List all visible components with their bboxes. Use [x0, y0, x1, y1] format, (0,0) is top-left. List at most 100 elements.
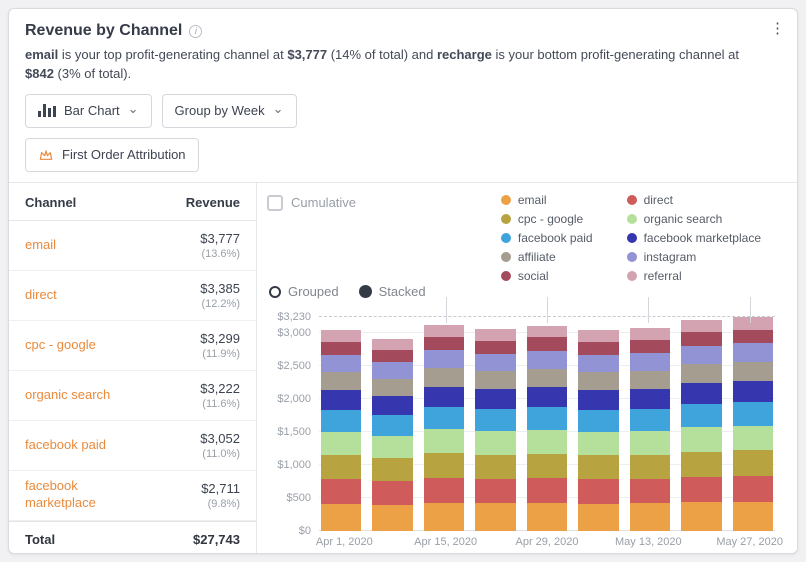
bar-segment[interactable] — [372, 338, 413, 350]
first-order-attribution-button[interactable]: First Order Attribution — [25, 137, 199, 172]
bar-segment[interactable] — [475, 371, 516, 390]
bar-segment[interactable] — [681, 403, 722, 428]
bar-segment[interactable] — [526, 429, 568, 454]
bar-segment[interactable] — [578, 455, 619, 480]
bar-segment[interactable] — [681, 364, 722, 384]
bar-segment[interactable] — [321, 432, 362, 456]
bar[interactable] — [475, 313, 516, 531]
bar-segment[interactable] — [732, 450, 773, 476]
bar-segment[interactable] — [423, 453, 465, 478]
bar-segment[interactable] — [423, 336, 465, 351]
bar-segment[interactable] — [578, 503, 619, 531]
channel-link[interactable]: organic search — [25, 386, 111, 402]
bar[interactable] — [372, 313, 413, 531]
bar-segment[interactable] — [372, 458, 413, 482]
bar-segment[interactable] — [629, 408, 671, 431]
channel-link[interactable]: direct — [25, 286, 57, 302]
kebab-menu-icon[interactable]: ⋮ — [770, 20, 785, 37]
bar-segment[interactable] — [475, 389, 516, 410]
bar-segment[interactable] — [475, 340, 516, 354]
bar-segment[interactable] — [526, 453, 568, 478]
bar-segment[interactable] — [321, 455, 362, 480]
bar-segment[interactable] — [526, 337, 568, 351]
bar-segment[interactable] — [372, 504, 413, 531]
bar-segment[interactable] — [732, 329, 773, 344]
bar[interactable] — [423, 313, 465, 531]
bar-segment[interactable] — [372, 378, 413, 397]
bar-segment[interactable] — [681, 320, 722, 333]
bar-segment[interactable] — [423, 502, 465, 531]
legend-item[interactable]: cpc - google — [500, 212, 593, 226]
bar-segment[interactable] — [321, 409, 362, 432]
group-by-dropdown[interactable]: Group by Week ⌄ — [161, 93, 297, 128]
bar[interactable] — [681, 313, 722, 531]
bar-segment[interactable] — [423, 367, 465, 387]
bar-segment[interactable] — [321, 330, 362, 342]
bar-segment[interactable] — [372, 436, 413, 459]
bar-segment[interactable] — [681, 332, 722, 347]
bar-segment[interactable] — [732, 401, 773, 426]
bar-segment[interactable] — [578, 479, 619, 504]
bar-segment[interactable] — [475, 478, 516, 504]
legend-item[interactable]: social — [500, 269, 593, 283]
bar-segment[interactable] — [681, 451, 722, 477]
bar-segment[interactable] — [732, 475, 773, 502]
bar-segment[interactable] — [423, 406, 465, 430]
bar-segment[interactable] — [475, 409, 516, 432]
legend-item[interactable]: organic search — [626, 212, 761, 226]
bar-segment[interactable] — [629, 353, 671, 371]
bar-segment[interactable] — [681, 383, 722, 404]
bar-segment[interactable] — [629, 339, 671, 354]
bar-segment[interactable] — [372, 396, 413, 416]
bar-segment[interactable] — [372, 362, 413, 379]
bar-segment[interactable] — [423, 429, 465, 454]
bar-segment[interactable] — [321, 503, 362, 531]
bar-segment[interactable] — [526, 325, 568, 338]
cumulative-checkbox[interactable] — [267, 194, 283, 211]
bar-segment[interactable] — [321, 479, 362, 504]
legend-item[interactable]: email — [500, 193, 593, 207]
bar-segment[interactable] — [629, 388, 671, 409]
bar[interactable] — [732, 313, 773, 531]
bar-segment[interactable] — [372, 415, 413, 437]
bar-segment[interactable] — [681, 427, 722, 452]
bar-segment[interactable] — [629, 431, 671, 455]
bar-segment[interactable] — [475, 454, 516, 479]
legend-item[interactable]: instagram — [626, 250, 761, 264]
bar-segment[interactable] — [526, 350, 568, 369]
bar-segment[interactable] — [372, 481, 413, 505]
bar-segment[interactable] — [526, 368, 568, 388]
bar[interactable] — [526, 313, 568, 531]
bar-segment[interactable] — [578, 409, 619, 432]
channel-link[interactable]: email — [25, 236, 57, 252]
bar-segment[interactable] — [423, 477, 465, 503]
bar-segment[interactable] — [321, 341, 362, 355]
bar-segment[interactable] — [526, 407, 568, 430]
bar[interactable] — [629, 313, 671, 531]
bar-segment[interactable] — [321, 372, 362, 391]
bar-segment[interactable] — [681, 502, 722, 531]
bar-segment[interactable] — [578, 341, 619, 355]
bar-segment[interactable] — [629, 503, 671, 531]
info-icon[interactable]: i — [189, 24, 203, 38]
bar-segment[interactable] — [475, 353, 516, 372]
bar[interactable] — [578, 313, 619, 531]
bar-segment[interactable] — [475, 431, 516, 455]
bar-segment[interactable] — [629, 454, 671, 479]
legend-item[interactable]: direct — [626, 193, 761, 207]
grouped-radio[interactable]: Grouped — [269, 284, 339, 299]
channel-link[interactable]: facebook marketplace — [25, 478, 96, 511]
bar-segment[interactable] — [578, 390, 619, 410]
legend-item[interactable]: facebook paid — [500, 231, 593, 245]
bar-segment[interactable] — [578, 432, 619, 456]
bar-segment[interactable] — [475, 328, 516, 341]
bar-segment[interactable] — [578, 354, 619, 373]
bar-segment[interactable] — [423, 350, 465, 368]
bar-segment[interactable] — [629, 328, 671, 340]
bar-segment[interactable] — [526, 477, 568, 504]
bar-segment[interactable] — [526, 503, 568, 531]
bar-segment[interactable] — [732, 317, 773, 330]
chart-type-dropdown[interactable]: Bar Chart ⌄ — [25, 93, 152, 128]
bar-segment[interactable] — [732, 501, 773, 531]
bar-segment[interactable] — [372, 349, 413, 363]
